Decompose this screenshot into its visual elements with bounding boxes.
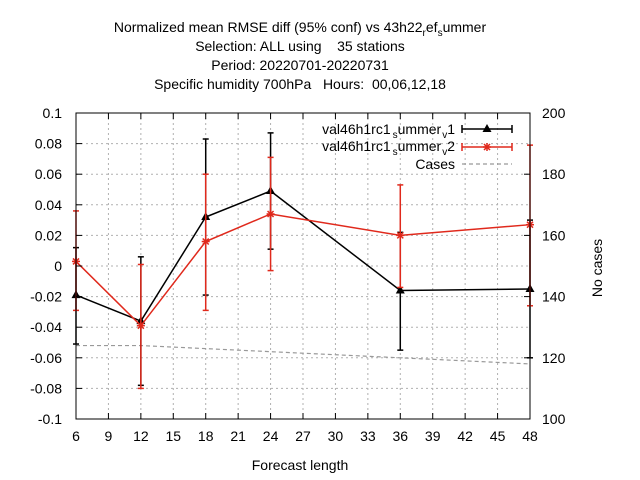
- x-tick-label: 6: [72, 428, 80, 444]
- legend-sample-1: [461, 124, 513, 133]
- series-line: [75, 213, 531, 327]
- legend-marker: [482, 124, 492, 132]
- y2-tick-label: 200: [542, 105, 566, 121]
- legend-label-v2: val46h1rc1 summerv2: [322, 138, 455, 158]
- y-tick-label: -0.02: [30, 289, 62, 305]
- marker-stroke-d2: [137, 322, 145, 330]
- data-point: [395, 285, 405, 294]
- y-tick-label: 0: [54, 258, 62, 274]
- legend-label-cases: Cases: [415, 156, 455, 172]
- data-point: [201, 237, 210, 246]
- legend-samples: [461, 124, 513, 165]
- y-tick-label: 0.1: [43, 105, 63, 121]
- title-line-2: Selection: ALL using 35 stations: [195, 38, 405, 54]
- y2-axis-label: No cases: [589, 239, 605, 297]
- x-tick-label: 48: [522, 428, 538, 444]
- y-tick-label: -0.08: [30, 380, 62, 396]
- marker-stroke-d2: [267, 210, 275, 218]
- series-2: [72, 144, 534, 390]
- x-tick-label: 36: [392, 428, 408, 444]
- series-line: [75, 190, 531, 323]
- x-tick-label: 39: [425, 428, 441, 444]
- y2-tick-label: 120: [542, 350, 566, 366]
- x-tick-label: 27: [295, 428, 311, 444]
- data-point: [266, 209, 275, 218]
- x-tick-label: 15: [165, 428, 181, 444]
- y-tick-label: 0.02: [35, 227, 62, 243]
- y2-tick-label: 100: [542, 411, 566, 427]
- x-tick-label: 9: [105, 428, 113, 444]
- legend-label-v1: val46h1rc1 summerv1: [322, 121, 455, 141]
- grid: [76, 113, 530, 419]
- title-line-4: Specific humidity 700hPa Hours: 00,06,12…: [154, 76, 446, 92]
- x-tick-label: 45: [490, 428, 506, 444]
- data-point: [396, 231, 405, 240]
- chart-title: Normalized mean RMSE diff (95% conf) vs …: [114, 19, 487, 92]
- marker-stroke-d2: [483, 143, 491, 151]
- y-tick-label: -0.04: [30, 319, 62, 335]
- marker-stroke-d2: [202, 237, 210, 246]
- x-tick-label: 24: [263, 428, 279, 444]
- legend: val46h1rc1 summerv1 val46h1rc1 summerv2 Ca…: [322, 121, 513, 172]
- x-tick-label: 12: [133, 428, 149, 444]
- y-tick-label: 0.06: [35, 166, 62, 182]
- data-point: [136, 321, 145, 330]
- x-axis-label: Forecast length: [252, 457, 349, 473]
- x-tick-label: 30: [328, 428, 344, 444]
- x-tick-label: 33: [360, 428, 376, 444]
- x-tick-label: 42: [457, 428, 473, 444]
- y2-tick-label: 180: [542, 166, 566, 182]
- y-tick-label: 0.04: [35, 197, 62, 213]
- tick-labels: 6 9 12 15 18 21 24 27 30 33 36 39 42 45 48 0.1 0.08 0.06 0…: [30, 105, 565, 444]
- cases-series: [76, 344, 531, 365]
- title-line-1: Normalized mean RMSE diff (95% conf) vs …: [114, 19, 487, 39]
- y-tick-label: -0.06: [30, 350, 62, 366]
- y-tick-label: 0.08: [35, 136, 62, 152]
- x-tick-label: 21: [230, 428, 246, 444]
- y-tick-label: -0.1: [38, 411, 62, 427]
- legend-marker: [483, 143, 491, 151]
- y2-tick-label: 140: [542, 289, 566, 305]
- title-line-3: Period: 20220701-20220731: [211, 57, 389, 73]
- data-series: [71, 132, 535, 390]
- legend-sample-2: [461, 143, 513, 151]
- y2-tick-label: 160: [542, 227, 566, 243]
- axis-ticks: [75, 112, 531, 420]
- marker-stroke-d2: [396, 231, 404, 239]
- cases-line: [76, 344, 531, 365]
- x-tick-label: 18: [198, 428, 214, 444]
